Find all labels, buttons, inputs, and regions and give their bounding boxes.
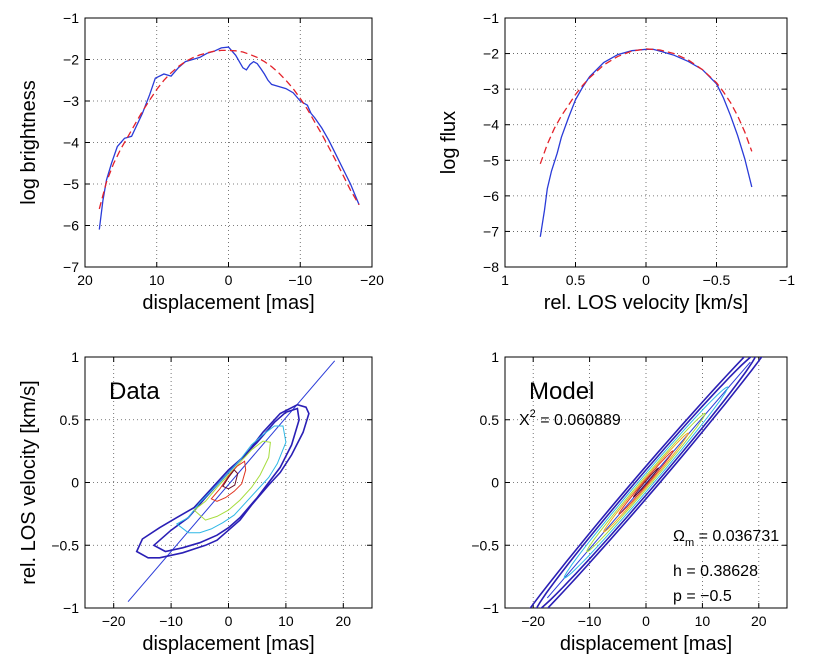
y-tick-label: 0	[71, 475, 79, 491]
p-label: p = −0.5	[673, 588, 732, 605]
chi-value: = 0.060889	[536, 412, 621, 429]
y-tick-label: −2	[63, 52, 79, 68]
x-tick-label: −0.5	[703, 272, 731, 288]
x-tick-label: −20	[521, 613, 545, 629]
omega-label: Ωm = 0.036731	[673, 528, 779, 549]
y-tick-label: −7	[63, 259, 79, 275]
y-tick-label: −2	[483, 46, 499, 62]
x-tick-label: 20	[751, 613, 767, 629]
model-contour-6	[633, 467, 659, 498]
x-tick-label: 0	[225, 272, 233, 288]
model-contour-0	[529, 357, 763, 608]
contour-level-5	[210, 460, 247, 502]
x-axis-label: displacement [mas]	[560, 633, 732, 655]
contour-level-3	[193, 440, 271, 521]
panel-title: Data	[109, 378, 160, 405]
x-tick-label: 1	[501, 272, 509, 288]
x-tick-label: 10	[278, 613, 294, 629]
data-curve	[539, 48, 753, 237]
x-tick-label: 10	[695, 613, 711, 629]
model-contour-4	[603, 432, 689, 533]
x-tick-label: 20	[77, 272, 93, 288]
x-axis-label: displacement [mas]	[142, 633, 314, 655]
omega-value: = 0.036731	[694, 528, 779, 545]
y-tick-label: 1	[71, 349, 79, 365]
y-tick-label: 0	[491, 475, 499, 491]
plot-area	[539, 48, 753, 237]
panel-3: −20 −10 0 10 20 −1 −0.5 0 0.5 1 displacement [mas]…	[18, 349, 373, 655]
plot-area	[98, 46, 360, 230]
fit-line	[127, 360, 336, 603]
model-curve	[539, 48, 753, 165]
y-tick-label: 0.5	[60, 412, 80, 428]
x-tick-label: 0	[225, 613, 233, 629]
h-label: h = 0.38628	[673, 563, 758, 580]
y-tick-label: −1	[63, 600, 79, 616]
x-tick-label: 0	[642, 613, 650, 629]
x-axis-label: displacement [mas]	[142, 292, 314, 314]
y-tick-label: −3	[483, 81, 499, 97]
y-tick-label: 1	[491, 349, 499, 365]
x-tick-label: −10	[159, 613, 183, 629]
y-tick-label: −5	[63, 176, 79, 192]
x-tick-label: −20	[360, 272, 384, 288]
y-axis-label: rel. LOS velocity [km/s]	[18, 380, 40, 585]
x-axis-label: rel. LOS velocity [km/s]	[544, 292, 749, 314]
chi-exponent: 2	[530, 408, 536, 420]
plot-area	[127, 360, 336, 603]
x-tick-label: 10	[149, 272, 165, 288]
y-tick-label: −1	[63, 10, 79, 26]
y-tick-label: −1	[483, 600, 499, 616]
model-contour-3	[586, 412, 706, 553]
panel-1: 20 10 0 −10 −20 −7 −6 −5 −4 −3 −2 −1 displacement [m…	[18, 10, 384, 314]
contour-level-0	[135, 403, 310, 559]
contour-level-2	[175, 425, 287, 534]
y-tick-label: 0.5	[480, 412, 500, 428]
y-tick-label: −4	[483, 117, 499, 133]
y-tick-label: −8	[483, 259, 499, 275]
x-tick-label: −10	[578, 613, 602, 629]
y-axis-label: log brightness	[18, 80, 40, 205]
y-tick-label: −0.5	[471, 537, 499, 553]
model-contour-5	[618, 450, 674, 515]
omega-symbol: Ω	[673, 528, 685, 545]
y-tick-label: −5	[483, 152, 499, 168]
chi-squared-label: X2 = 0.060889	[519, 408, 621, 429]
data-curve	[98, 46, 360, 230]
panel-4: −20 −10 0 10 20 −1 −0.5 0 0.5 1 displacement [mas]…	[471, 349, 788, 655]
plot-area	[529, 357, 763, 608]
x-tick-label: 0.5	[566, 272, 586, 288]
x-tick-label: −20	[102, 613, 126, 629]
y-tick-label: −3	[63, 93, 79, 109]
panel-title: Model	[529, 378, 594, 405]
model-contour-1	[535, 357, 757, 608]
model-curve	[98, 49, 360, 210]
omega-subscript: m	[685, 537, 694, 549]
y-tick-label: −6	[483, 188, 499, 204]
y-tick-label: −4	[63, 135, 79, 151]
model-contour-2	[563, 386, 729, 579]
y-tick-label: −7	[483, 223, 499, 239]
y-tick-label: −1	[483, 10, 499, 26]
x-tick-label: −10	[288, 272, 312, 288]
chi-symbol: X	[519, 412, 530, 429]
y-tick-label: −6	[63, 218, 79, 234]
x-tick-label: 20	[336, 613, 352, 629]
y-axis-label: log flux	[438, 111, 460, 174]
x-tick-label: 0	[642, 272, 650, 288]
x-tick-label: −1	[779, 272, 795, 288]
panel-2: 1 0.5 0 −0.5 −1 −8 −7 −6 −5 −4 −3 −2 −1 rel. LOS velo…	[438, 10, 795, 314]
contour-level-6	[222, 469, 239, 490]
y-tick-label: −0.5	[51, 537, 79, 553]
